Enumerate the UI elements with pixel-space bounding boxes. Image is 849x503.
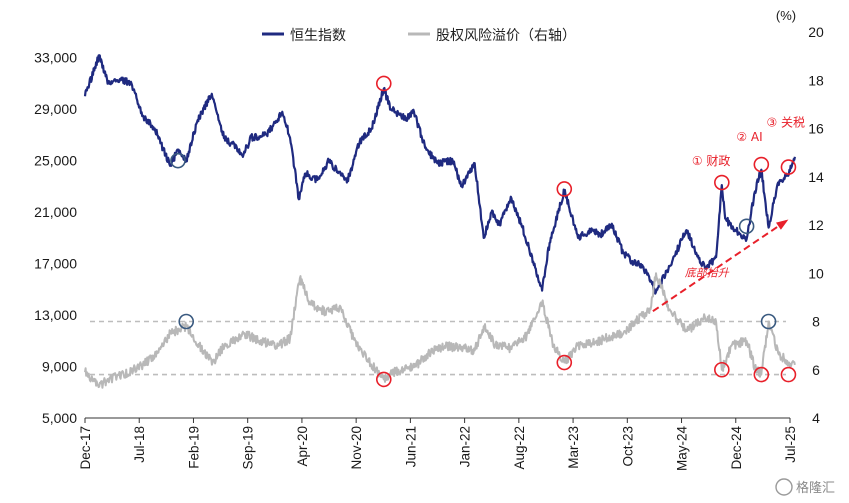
circle-marker bbox=[375, 371, 392, 388]
circle-marker bbox=[753, 156, 770, 173]
legend-label-erp: 股权风险溢价（右轴） bbox=[436, 28, 576, 44]
y-left-tick-label: 29,000 bbox=[34, 101, 77, 117]
x-tick-label: Jul-25 bbox=[783, 426, 798, 463]
x-tick-label: Jul-18 bbox=[132, 426, 147, 463]
trend-arrow-line bbox=[652, 220, 787, 313]
circle-marker bbox=[170, 152, 186, 169]
circle-marker bbox=[375, 75, 392, 92]
y-right-tick-label: 16 bbox=[808, 121, 824, 137]
y-left-tick-label: 21,000 bbox=[34, 204, 77, 220]
series-lines bbox=[83, 54, 796, 389]
x-tick-label: Mar-23 bbox=[566, 426, 581, 469]
axes: 5,000 9,000 13,000 17,000 21,000 25,000 29,000… bbox=[34, 8, 824, 471]
x-tick-label: Feb-19 bbox=[186, 426, 201, 469]
x-tick-label: Apr-20 bbox=[295, 426, 310, 467]
y-left-tick-label: 25,000 bbox=[34, 153, 77, 169]
circle-marker bbox=[738, 218, 755, 235]
x-tick-label: Dec-17 bbox=[78, 426, 93, 470]
circle-marker bbox=[714, 361, 730, 378]
x-tick-label: Dec-24 bbox=[729, 426, 744, 470]
watermark-text: 格隆汇 bbox=[796, 480, 835, 496]
x-tick-label: Sep-19 bbox=[241, 426, 256, 470]
y-right-tick-label: 8 bbox=[812, 314, 820, 330]
y-right-tick-label: 20 bbox=[808, 24, 824, 40]
event-label: ① 财政 bbox=[692, 154, 731, 168]
circle-marker bbox=[753, 366, 770, 383]
x-tick-label: Nov-20 bbox=[349, 426, 364, 470]
legend-label-hsi: 恒生指数 bbox=[290, 28, 346, 44]
erp-line bbox=[84, 272, 796, 389]
reference-lines bbox=[90, 320, 786, 376]
right-axis-unit: (%) bbox=[776, 8, 796, 23]
x-tick-label: Aug-22 bbox=[512, 426, 527, 470]
x-tick-label: Oct-23 bbox=[620, 426, 635, 467]
y-right-tick-label: 18 bbox=[808, 72, 824, 88]
circle-marker bbox=[556, 181, 573, 197]
x-tick-label: Jun-21 bbox=[403, 426, 418, 467]
y-left-tick-label: 17,000 bbox=[34, 256, 77, 272]
event-label: ③ 关税 bbox=[766, 116, 805, 130]
y-right-tick-label: 14 bbox=[808, 169, 824, 185]
y-right-tick-label: 6 bbox=[812, 362, 820, 378]
circle-marker bbox=[780, 366, 797, 383]
y-right-tick-label: 12 bbox=[808, 217, 824, 233]
circle-marker bbox=[760, 313, 777, 330]
circle-marker bbox=[780, 159, 797, 175]
y-left-tick-label: 5,000 bbox=[42, 410, 77, 426]
circle-marker bbox=[556, 354, 573, 371]
y-right-tick-label: 10 bbox=[808, 265, 824, 281]
hsi-line bbox=[83, 54, 796, 295]
legend: 恒生指数 股权风险溢价（右轴） bbox=[262, 28, 576, 44]
circle-marker bbox=[178, 313, 195, 330]
y-right-tick-label: 4 bbox=[812, 410, 820, 426]
circle-markers bbox=[170, 75, 797, 388]
bottom-rising-label: 底部抬升 bbox=[685, 266, 730, 279]
event-label: ② AI bbox=[736, 130, 762, 144]
watermark: 格隆汇 bbox=[775, 478, 835, 496]
circle-marker bbox=[714, 174, 730, 191]
trend-arrow-head bbox=[776, 219, 789, 230]
watermark-logo-icon bbox=[775, 478, 793, 496]
x-tick-label: Jan-22 bbox=[458, 426, 473, 467]
x-tick-label: May-24 bbox=[675, 426, 690, 472]
y-left-tick-label: 13,000 bbox=[34, 307, 77, 323]
y-left-tick-label: 33,000 bbox=[34, 50, 77, 66]
y-left-tick-label: 9,000 bbox=[42, 359, 77, 375]
